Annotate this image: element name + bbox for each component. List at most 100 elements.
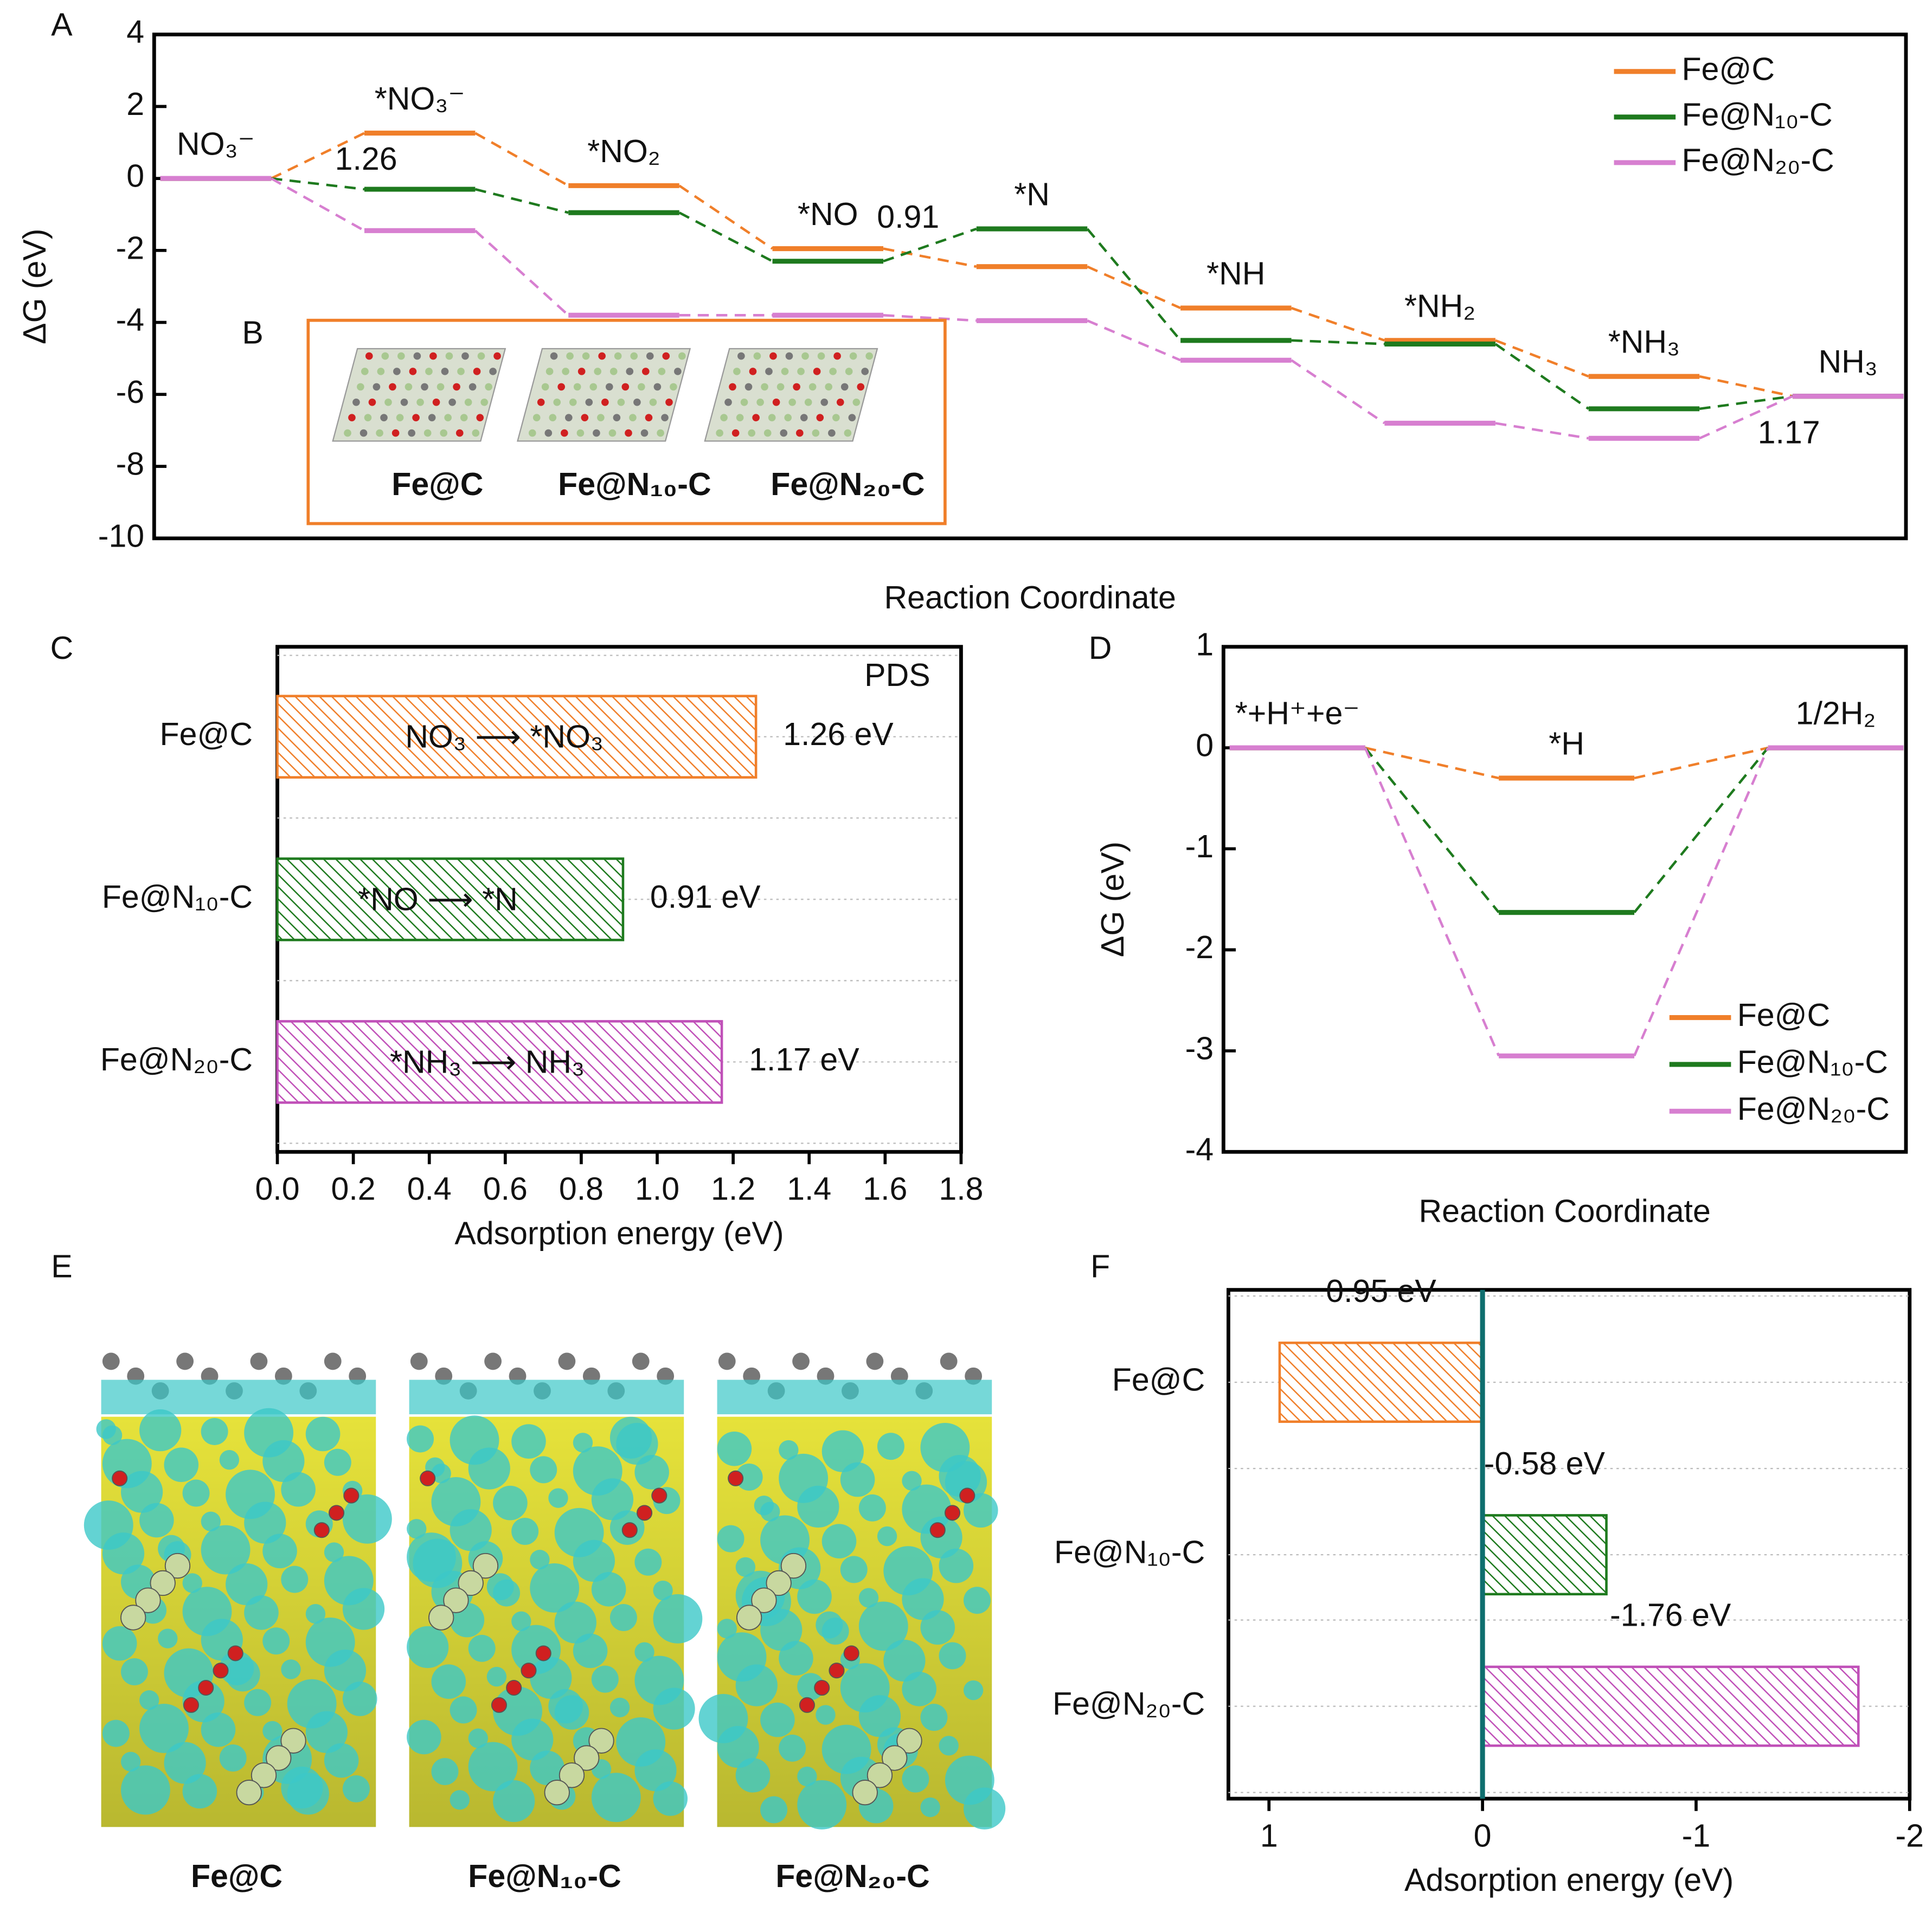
- inset-label: Fe@N₁₀-C: [558, 466, 711, 502]
- y-axis-label: ΔG (eV): [1095, 842, 1131, 957]
- state-label: *NO₂: [587, 133, 660, 169]
- category-label: Fe@C: [160, 716, 253, 752]
- category-label: Fe@N₂₀-C: [100, 1042, 253, 1077]
- connector: [1365, 746, 1499, 780]
- state-label: NO₃⁻: [177, 126, 255, 162]
- state-label: *+H⁺+e⁻: [1235, 696, 1360, 732]
- state-label: *H: [1549, 726, 1584, 761]
- category-label: Fe@N₁₀-C: [102, 879, 253, 915]
- connector: [678, 211, 773, 262]
- bar: [1278, 1342, 1484, 1423]
- category-label: Fe@C: [1112, 1362, 1205, 1398]
- y-tick-label: 0: [1196, 728, 1214, 763]
- structure-image: [332, 348, 506, 442]
- y-tick-label: -4: [116, 302, 145, 338]
- x-tick-label: 1.6: [863, 1171, 907, 1207]
- connector: [883, 227, 977, 262]
- connector: [1633, 747, 1769, 914]
- connector: [1495, 339, 1589, 378]
- plot-frame: [1221, 645, 1908, 1154]
- legend-label: Fe@N₁₀-C: [1681, 97, 1832, 132]
- connector: [1634, 746, 1769, 780]
- connector: [1699, 395, 1793, 410]
- bar: [1481, 1514, 1608, 1596]
- value-label: 0.91 eV: [650, 879, 761, 915]
- bar-text: *NH₃ ⟶ NH₃: [390, 1044, 585, 1080]
- state-label: *NO: [798, 196, 858, 232]
- connector: [1291, 359, 1385, 425]
- structure-image: [704, 348, 878, 442]
- state-label: 1/2H₂: [1796, 696, 1876, 732]
- connector: [1291, 339, 1385, 345]
- connector: [1086, 228, 1182, 342]
- value-label: 1.26 eV: [783, 716, 894, 752]
- connector: [678, 184, 773, 250]
- x-tick-label: 1.0: [635, 1171, 679, 1207]
- x-tick-label: -1: [1682, 1818, 1711, 1853]
- y-tick-label: -8: [116, 446, 145, 482]
- x-tick-label: 0: [1474, 1818, 1492, 1853]
- inset-label: Fe@C: [391, 466, 483, 502]
- y-tick-label: 0: [126, 158, 144, 194]
- connector: [1087, 265, 1182, 310]
- x-tick-label: 1.4: [787, 1171, 831, 1207]
- state-label: *NH₂: [1404, 288, 1475, 324]
- bar-text: NO₃ ⟶ *NO₃: [405, 719, 604, 755]
- bar-text: *NO ⟶ *N: [358, 882, 518, 917]
- legend-label: Fe@C: [1681, 51, 1775, 87]
- connector: [883, 314, 977, 322]
- bar: [276, 695, 758, 779]
- connector: [1364, 747, 1500, 1057]
- y-tick-label: -3: [1185, 1031, 1214, 1067]
- x-axis-label: Reaction Coordinate: [1418, 1193, 1710, 1229]
- y-tick-label: -2: [116, 230, 145, 266]
- y-axis-label: ΔG (eV): [17, 229, 53, 344]
- connector: [474, 188, 569, 214]
- legend-label: Fe@N₁₀-C: [1737, 1044, 1888, 1080]
- x-tick-label: 0.4: [407, 1171, 452, 1207]
- legend-label: Fe@C: [1737, 997, 1831, 1033]
- bar: [276, 857, 625, 941]
- connector: [271, 177, 365, 191]
- x-tick-label: 1: [1260, 1818, 1278, 1853]
- x-axis-label: Reaction Coordinate: [884, 580, 1176, 615]
- y-tick-label: -6: [116, 374, 145, 410]
- connector: [1364, 747, 1500, 914]
- value-label: 0.95 eV: [1326, 1273, 1436, 1309]
- value-label: 1.17 eV: [749, 1042, 859, 1077]
- category-label: Fe@N₁₀-C: [1054, 1535, 1205, 1570]
- connector: [1633, 747, 1769, 1057]
- structure-image: [517, 348, 691, 442]
- connector: [1699, 375, 1793, 397]
- image-label: Fe@N₁₀-C: [468, 1858, 621, 1894]
- inset-label: Fe@N₂₀-C: [771, 466, 925, 502]
- x-tick-label: 0.0: [255, 1171, 299, 1207]
- connector: [474, 229, 569, 316]
- panel-letter: F: [1090, 1249, 1110, 1285]
- state-label: NH₃: [1819, 344, 1878, 380]
- density-image: [84, 1330, 392, 1827]
- value-label: -0.58 eV: [1484, 1446, 1606, 1481]
- step-annotation: 1.17: [1758, 415, 1820, 451]
- step-annotation: 1.26: [335, 141, 397, 177]
- connector: [1087, 319, 1181, 362]
- connector: [1495, 422, 1589, 440]
- state-label: *NH: [1206, 256, 1265, 292]
- y-tick-label: 4: [126, 14, 144, 50]
- density-image: [407, 1330, 703, 1827]
- connector: [1291, 306, 1385, 342]
- state-label: *NH₃: [1608, 324, 1680, 360]
- x-tick-label: 1.8: [939, 1171, 983, 1207]
- panel-letter: A: [51, 7, 73, 43]
- state-label: *N: [1014, 177, 1050, 213]
- value-label: -1.76 eV: [1610, 1597, 1731, 1633]
- x-tick-label: -2: [1896, 1818, 1924, 1853]
- image-label: Fe@N₂₀-C: [775, 1858, 929, 1894]
- annotation: PDS: [864, 657, 930, 693]
- legend-label: Fe@N₂₀-C: [1737, 1091, 1890, 1127]
- y-tick-label: -4: [1185, 1132, 1214, 1167]
- panel-letter: E: [51, 1249, 72, 1285]
- x-tick-label: 0.8: [559, 1171, 604, 1207]
- bar: [276, 1020, 723, 1104]
